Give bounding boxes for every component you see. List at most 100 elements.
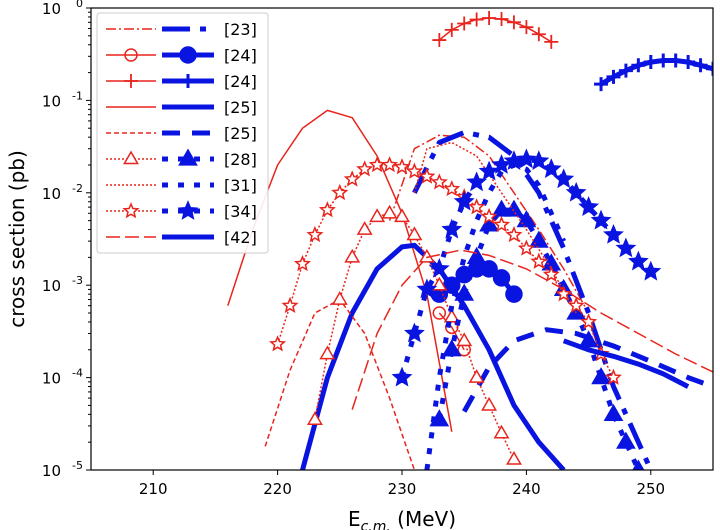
y-tick-label: 10 -1 (42, 89, 83, 110)
circle-marker (179, 46, 197, 64)
star-marker (281, 296, 299, 314)
series-red-23 (388, 134, 590, 314)
plus-marker (643, 55, 658, 70)
plus-marker (181, 74, 195, 88)
star-marker (393, 158, 411, 175)
legend-label: [42] (224, 228, 257, 247)
plus-marker (668, 53, 683, 68)
series-line (462, 327, 713, 413)
legend-label: [34] (224, 202, 257, 221)
circle-marker (505, 285, 523, 303)
star-marker (443, 180, 461, 197)
star-marker (528, 150, 550, 170)
circle-marker (124, 48, 138, 62)
legend-item: [24] (106, 46, 257, 65)
plus-marker (618, 63, 633, 78)
triangle-marker (591, 367, 611, 385)
star-marker (177, 200, 199, 220)
plus-marker (594, 77, 609, 92)
legend-label: [31] (224, 176, 257, 195)
series-line (388, 134, 590, 314)
triangle-marker (504, 199, 524, 217)
triangle-marker (456, 332, 473, 347)
legend-item: [25] (106, 98, 257, 117)
star-marker (478, 160, 500, 181)
plus-marker (631, 58, 646, 73)
star-marker (627, 250, 649, 271)
star-marker (306, 225, 324, 243)
series-line (276, 164, 615, 378)
star-marker (441, 218, 463, 239)
triangle-marker (123, 150, 139, 165)
legend: [23] [24] [24] [25] [25] [28] [31] [34] [42] (96, 12, 269, 254)
triangle-marker (356, 221, 373, 235)
star-marker (468, 198, 486, 215)
star-marker (404, 322, 425, 343)
series-red-28 (306, 204, 522, 465)
star-marker (567, 296, 585, 314)
triangle-marker (406, 226, 423, 241)
star-marker (493, 215, 511, 233)
x-tick-label: 240 (512, 480, 541, 498)
plus-marker (482, 10, 497, 25)
y-axis-label: cross section (pb) (5, 150, 29, 328)
plus-marker (457, 16, 472, 31)
series-red-25 (264, 298, 416, 470)
legend-label: [25] (224, 98, 257, 117)
star-marker (381, 156, 399, 173)
star-marker (430, 173, 448, 190)
legend-item: [34] (106, 200, 257, 221)
star-marker (603, 223, 624, 244)
star-marker (604, 368, 622, 385)
star-marker (530, 252, 548, 269)
x-tick-label: 250 (636, 480, 665, 498)
triangle-marker (344, 248, 361, 263)
star-marker (122, 202, 140, 219)
legend-label: [24] (224, 72, 257, 91)
series-layer (227, 10, 713, 470)
legend-item: [24] (106, 72, 257, 91)
circle-marker (432, 306, 447, 320)
plus-marker (494, 12, 509, 27)
triangle-marker (394, 208, 410, 223)
series-blue-42 (562, 338, 690, 389)
legend-item: [31] (106, 176, 257, 195)
y-tick-label: 10 -5 (42, 459, 83, 480)
plus-marker (531, 27, 546, 42)
star-marker (391, 366, 413, 387)
series-line (264, 298, 416, 470)
legend-label: [23] (224, 20, 257, 39)
series-red-34 (269, 156, 622, 385)
series-blue-34 (391, 148, 662, 387)
triangle-marker (369, 208, 386, 223)
legend-item: [28] (106, 148, 257, 169)
triangle-marker (441, 339, 462, 357)
series-blue-23 (412, 129, 654, 470)
y-tick-label: 10 -3 (42, 274, 83, 295)
plus-marker (706, 61, 713, 76)
star-marker (553, 168, 575, 189)
star-marker (480, 207, 498, 225)
x-tick-label: 230 (388, 480, 417, 498)
triangle-marker (381, 204, 398, 219)
star-marker (356, 160, 374, 177)
star-marker (515, 148, 537, 169)
triangle-marker (616, 431, 636, 449)
series-red-24 (432, 10, 559, 49)
legend-label: [24] (224, 46, 257, 65)
star-marker (578, 196, 600, 216)
star-marker (517, 239, 535, 256)
x-tick-label: 210 (139, 480, 168, 498)
star-marker (491, 154, 512, 174)
star-marker (416, 278, 438, 299)
plus-marker (544, 34, 559, 49)
star-marker (418, 167, 436, 184)
triangle-marker (454, 283, 475, 301)
star-marker (269, 335, 287, 352)
star-marker (318, 201, 336, 218)
series-line (351, 249, 713, 410)
star-marker (331, 183, 349, 201)
star-marker (590, 209, 612, 230)
